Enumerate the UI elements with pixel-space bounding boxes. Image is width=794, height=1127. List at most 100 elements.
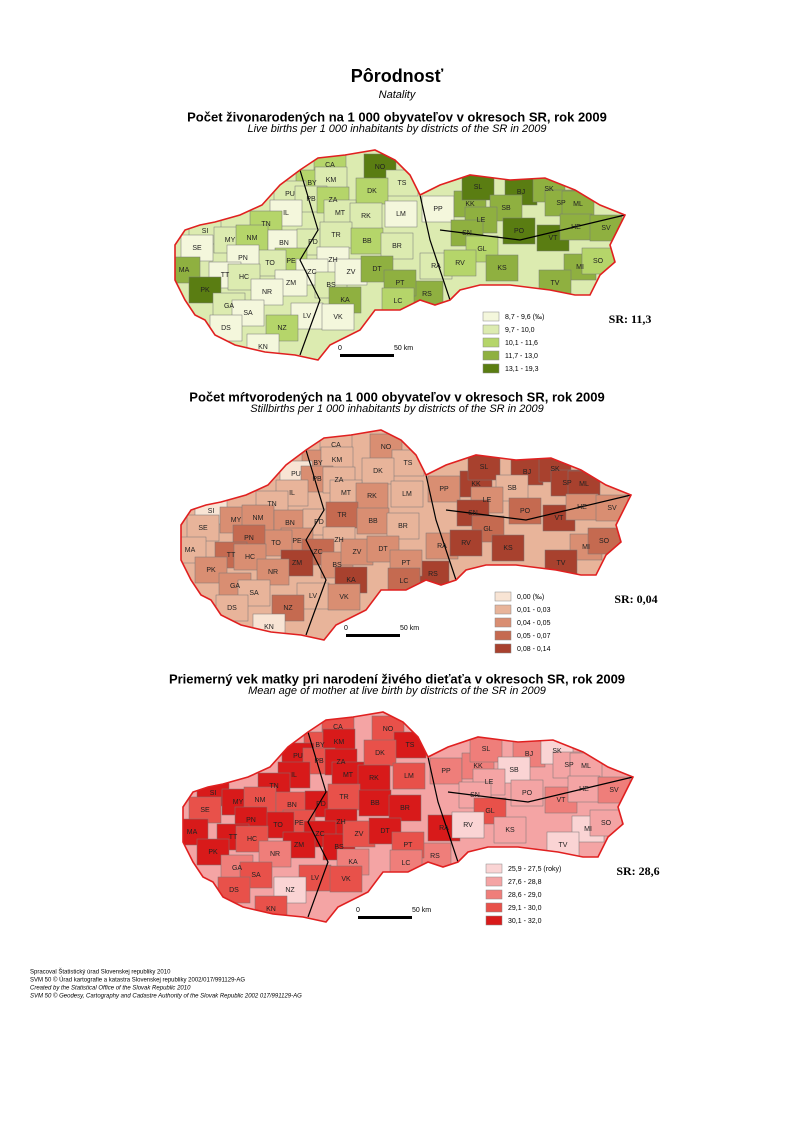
district-area	[363, 739, 397, 767]
district-area	[329, 865, 363, 893]
district-label: MT	[335, 210, 346, 217]
district-label: LM	[402, 491, 412, 498]
district-area	[380, 232, 414, 260]
district-label: HE	[579, 786, 589, 793]
scale-zero: 0	[356, 907, 360, 914]
district-area	[350, 227, 384, 255]
district-label: VK	[339, 594, 349, 601]
district-area	[188, 276, 222, 304]
district-label: BR	[400, 805, 410, 812]
district-label: KN	[264, 624, 274, 631]
district-label: MI	[582, 544, 590, 551]
district-label: NM	[247, 235, 258, 242]
district-label: CA	[333, 724, 343, 731]
district-label: RA	[431, 263, 441, 270]
district-label: GL	[485, 808, 494, 815]
district-label: ZA	[337, 759, 346, 766]
district-label: BJ	[517, 189, 525, 196]
district-label: LE	[483, 497, 492, 504]
legend-label: 10,1 - 11,6	[505, 340, 538, 347]
district-label: SO	[599, 538, 610, 545]
district-label: VK	[341, 876, 351, 883]
district-label: RS	[428, 571, 438, 578]
district-area	[451, 811, 485, 839]
district-label: SO	[601, 820, 612, 827]
district-label: PE	[294, 820, 304, 827]
district-label: PP	[441, 768, 451, 775]
district-label: ML	[573, 201, 583, 208]
district-label: HC	[239, 274, 249, 281]
district-label: RS	[422, 291, 432, 298]
district-label: NM	[253, 515, 264, 522]
legend-label: 0,00 (‰)	[517, 594, 544, 601]
district-label: SE	[200, 807, 210, 814]
district-label: ZM	[294, 842, 304, 849]
district-label: SV	[601, 225, 611, 232]
district-area	[355, 177, 389, 205]
legend-label: 27,6 - 28,8	[508, 879, 542, 886]
district-label: SP	[564, 762, 574, 769]
district-label: PO	[522, 790, 533, 797]
district-label: BS	[334, 844, 344, 851]
region-border	[439, 214, 626, 241]
district-label: SA	[251, 872, 261, 879]
district-label: SI	[210, 790, 217, 797]
district-label: PB	[312, 476, 322, 483]
district-label: TO	[273, 822, 283, 829]
district-area	[386, 512, 420, 540]
district-label: KS	[505, 827, 515, 834]
district-label: PE	[292, 538, 302, 545]
district-label: KS	[503, 545, 513, 552]
region-border	[419, 194, 451, 301]
legend-swatch	[494, 643, 512, 654]
district-label: NO	[381, 444, 392, 451]
district-label: TS	[404, 460, 413, 467]
district-label: DK	[373, 468, 383, 475]
footer-line: SVM 50 © Geodesy, Cartography and Cadast…	[30, 993, 302, 1000]
district-label: BR	[392, 243, 402, 250]
district-label: NR	[268, 569, 278, 576]
district-label: BJ	[523, 469, 531, 476]
district-label: NZ	[283, 605, 293, 612]
district-label: HE	[577, 504, 587, 511]
district-label: RS	[430, 853, 440, 860]
region-border	[447, 776, 634, 803]
district-label: GA	[230, 583, 240, 590]
district-label: VT	[557, 797, 567, 804]
district-label: TR	[331, 232, 340, 239]
country-border	[182, 711, 635, 923]
district-label: SE	[192, 245, 202, 252]
district-label: KS	[497, 265, 507, 272]
district-area	[321, 303, 355, 331]
legend-swatch	[485, 889, 503, 900]
districts	[183, 712, 633, 922]
legend-swatch	[482, 311, 500, 322]
map: CA NO TS BY KM PU PB ZA DK MT RK LM IL TN SI MY NM BN PD TR…	[182, 711, 660, 926]
district-label: ZM	[286, 280, 296, 287]
legend-swatch	[494, 591, 512, 602]
district-label: SV	[607, 505, 617, 512]
district-label: DS	[221, 325, 231, 332]
region-border	[307, 731, 329, 918]
district-label: BN	[287, 802, 297, 809]
legend-label: 30,1 - 32,0	[508, 918, 542, 925]
district-area	[196, 838, 230, 866]
district-label: PB	[314, 758, 324, 765]
district-label: SK	[550, 466, 560, 473]
district-label: PU	[291, 471, 301, 478]
district-label: MI	[584, 826, 592, 833]
district-area	[186, 514, 220, 542]
district-label: SP	[562, 480, 572, 487]
district-label: VK	[333, 314, 343, 321]
district-area	[384, 200, 418, 228]
legend-label: 25,9 - 27,5 (roky)	[508, 866, 561, 873]
district-label: ZA	[335, 477, 344, 484]
legend-label: 11,7 - 13,0	[505, 353, 538, 360]
legend-label: 9,7 - 10,0	[505, 327, 535, 334]
map-title: Počet mŕtvorodených na 1 000 obyvateľov …	[189, 389, 604, 404]
legend-swatch	[494, 604, 512, 615]
district-label: PU	[293, 753, 303, 760]
district-label: DK	[367, 188, 377, 195]
district-area	[357, 764, 391, 792]
legend-label: 28,6 - 29,0	[508, 892, 542, 899]
